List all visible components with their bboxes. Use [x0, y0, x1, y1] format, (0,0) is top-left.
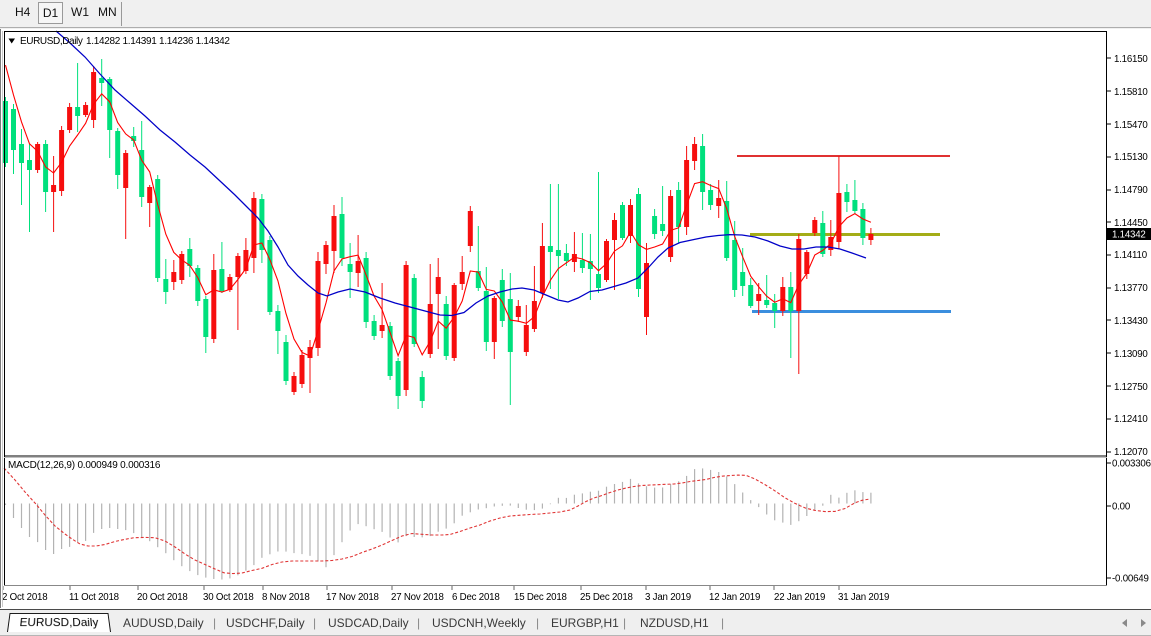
- svg-text:30 Oct 2018: 30 Oct 2018: [203, 592, 254, 603]
- svg-text:1.13090: 1.13090: [1114, 349, 1148, 360]
- svg-text:17 Nov 2018: 17 Nov 2018: [326, 592, 379, 603]
- svg-text:31 Jan 2019: 31 Jan 2019: [838, 592, 889, 603]
- svg-text:20 Oct 2018: 20 Oct 2018: [137, 592, 188, 603]
- svg-text:0.00: 0.00: [1112, 502, 1131, 513]
- svg-text:1.12070: 1.12070: [1114, 447, 1148, 458]
- svg-text:2 Oct 2018: 2 Oct 2018: [2, 592, 47, 603]
- svg-text:12 Jan 2019: 12 Jan 2019: [709, 592, 760, 603]
- svg-text:3 Jan 2019: 3 Jan 2019: [645, 592, 691, 603]
- svg-text:6 Dec 2018: 6 Dec 2018: [452, 592, 500, 603]
- svg-text:15 Dec 2018: 15 Dec 2018: [514, 592, 567, 603]
- svg-text:1.14342: 1.14342: [1112, 230, 1146, 241]
- svg-text:1.13770: 1.13770: [1114, 283, 1148, 294]
- svg-text:MACD(12,26,9) 0.000949 0.00031: MACD(12,26,9) 0.000949 0.000316: [8, 460, 161, 471]
- svg-text:11 Oct 2018: 11 Oct 2018: [69, 592, 119, 603]
- svg-text:25 Dec 2018: 25 Dec 2018: [580, 592, 633, 603]
- svg-text:8 Nov 2018: 8 Nov 2018: [262, 592, 310, 603]
- svg-text:1.14110: 1.14110: [1114, 250, 1148, 261]
- svg-text:27 Nov 2018: 27 Nov 2018: [391, 592, 444, 603]
- svg-text:1.12410: 1.12410: [1114, 414, 1148, 425]
- svg-text:1.14790: 1.14790: [1114, 185, 1148, 196]
- svg-text:1.15130: 1.15130: [1114, 152, 1148, 163]
- svg-text:1.15470: 1.15470: [1114, 120, 1148, 131]
- svg-text:1.12750: 1.12750: [1114, 382, 1148, 393]
- svg-text:1.16150: 1.16150: [1114, 54, 1148, 65]
- svg-text:0.003306: 0.003306: [1112, 459, 1151, 470]
- svg-text:1.14282 1.14391 1.14236 1.1434: 1.14282 1.14391 1.14236 1.14342: [86, 36, 230, 47]
- svg-text:22 Jan 2019: 22 Jan 2019: [774, 592, 825, 603]
- svg-text:EURUSD,Daily: EURUSD,Daily: [20, 36, 83, 47]
- svg-text:1.15810: 1.15810: [1114, 87, 1148, 98]
- svg-text:-0.00649: -0.00649: [1112, 574, 1149, 585]
- svg-text:1.14450: 1.14450: [1114, 218, 1148, 229]
- svg-text:1.13430: 1.13430: [1114, 316, 1148, 327]
